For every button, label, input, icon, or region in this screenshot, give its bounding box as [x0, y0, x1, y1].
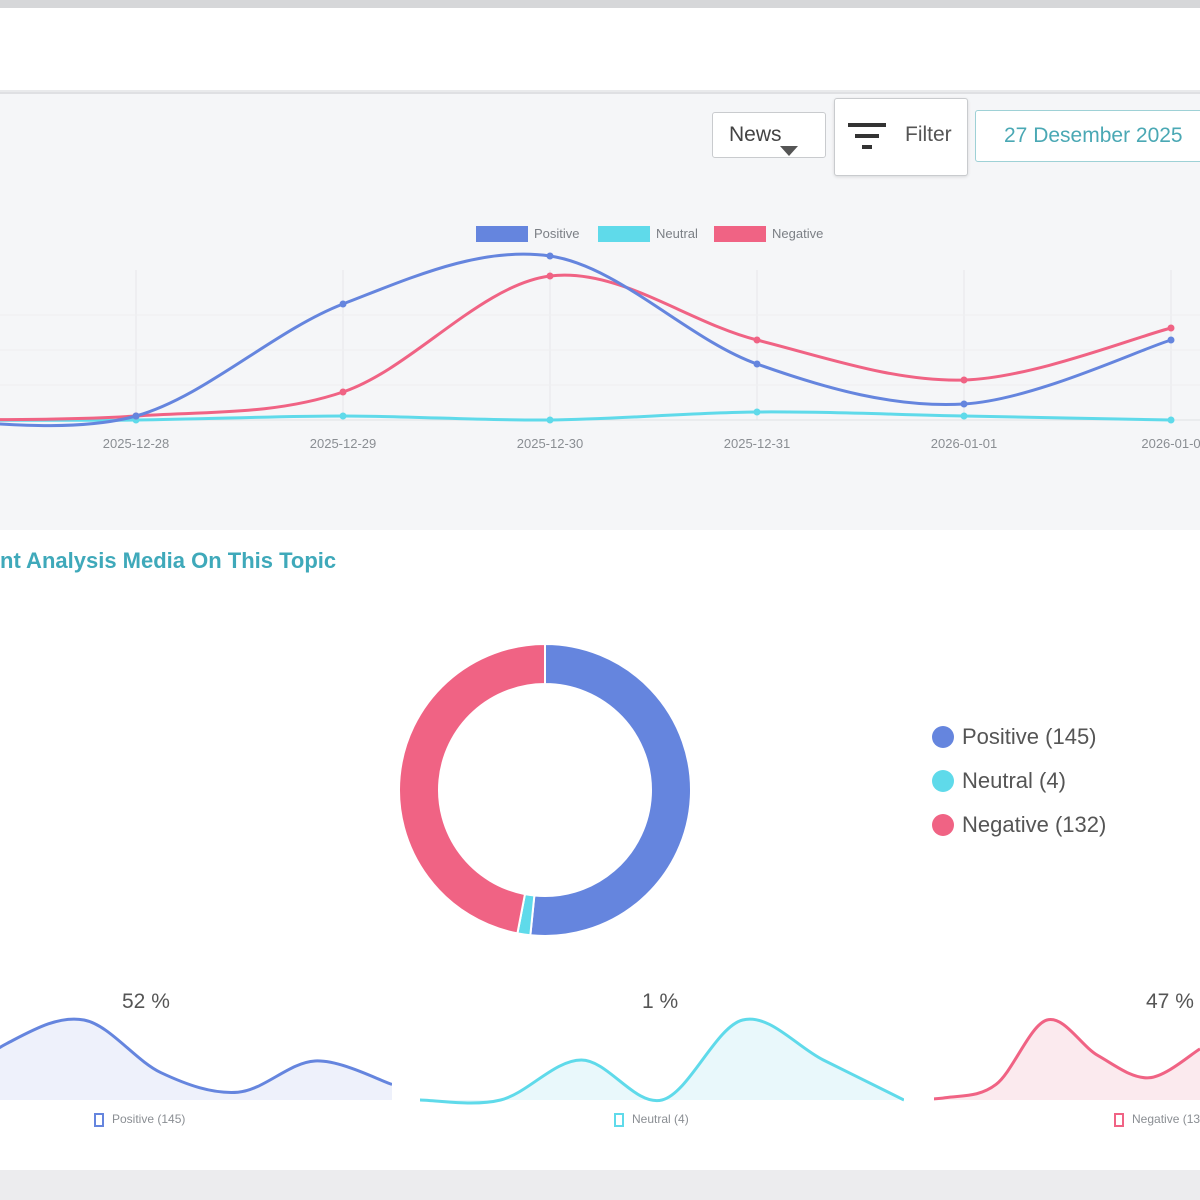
legend-dot-negative: [932, 814, 954, 836]
data-point-positive[interactable]: [339, 300, 347, 308]
neutral-percent: 1 %: [642, 990, 679, 1013]
data-point-negative[interactable]: [960, 376, 968, 384]
negative-mini-chart: [934, 1018, 1200, 1101]
filter-icon: [848, 123, 886, 149]
donut-legend-label-positive: Positive (145): [962, 724, 1097, 749]
negative-mini-legend: Negative (132): [1114, 1112, 1200, 1127]
legend-swatch-positive: [476, 226, 528, 242]
filter-button[interactable]: Filter: [834, 98, 968, 176]
legend-box-negative: [1114, 1112, 1124, 1127]
donut-legend-label-neutral: Neutral (4): [962, 768, 1066, 793]
filter-label: Filter: [905, 123, 952, 146]
data-point-positive[interactable]: [546, 252, 554, 260]
mini-line-negative: [934, 1018, 1200, 1101]
data-point-positive[interactable]: [960, 400, 968, 408]
date-range-value: 27 Desember 2025: [1004, 124, 1183, 147]
sentiment-panel: [0, 530, 1200, 1170]
section-title: nt Analysis Media On This Topic: [0, 548, 337, 573]
x-tick-label: 2025-12-30: [517, 436, 584, 451]
legend-dot-neutral: [932, 770, 954, 792]
data-point-neutral[interactable]: [753, 408, 761, 416]
mini-area-fill-positive: [0, 1019, 392, 1100]
data-point-positive[interactable]: [753, 360, 761, 368]
x-tick-label: 2025-12-28: [103, 436, 170, 451]
neutral-mini-legend-label: Neutral (4): [632, 1112, 689, 1126]
caret-down-icon[interactable]: [780, 146, 798, 156]
sentiment-trend-line-chart: 2025-12-28 2025-12-29 2025-12-30 2025-12-31…: [0, 252, 1200, 451]
negative-percent: 47 %: [1146, 990, 1194, 1013]
data-point-negative[interactable]: [546, 272, 554, 280]
data-point-positive[interactable]: [1167, 336, 1175, 344]
x-tick-label: 2025-12-29: [310, 436, 377, 451]
trend-chart-panel: [0, 92, 1200, 532]
legend-swatch-neutral: [598, 226, 650, 242]
data-point-negative[interactable]: [1167, 324, 1175, 332]
series-line-positive: [0, 252, 1172, 428]
donut-legend-label-negative: Negative (132): [962, 812, 1107, 837]
page-header: [0, 8, 1200, 90]
legend-box-positive: [94, 1112, 104, 1127]
positive-mini-legend: Positive (145): [94, 1112, 185, 1127]
date-range-field[interactable]: 27 Desember 2025: [975, 110, 1200, 162]
data-point-neutral[interactable]: [960, 412, 968, 420]
neutral-mini-legend: Neutral (4): [614, 1112, 689, 1127]
sentiment-donut-chart: [398, 643, 692, 937]
x-tick-label: 2025-12-31: [724, 436, 791, 451]
mini-area-fill-neutral: [420, 1019, 904, 1103]
negative-mini-legend-label: Negative (132): [1132, 1112, 1200, 1126]
neutral-mini-chart: [420, 1017, 904, 1105]
positive-percent: 52 %: [122, 990, 170, 1013]
donut-slice-negative[interactable]: [398, 643, 546, 935]
data-point-neutral[interactable]: [1167, 416, 1175, 424]
x-tick-label: 2026-01-01: [931, 436, 998, 451]
mini-line-neutral: [420, 1017, 904, 1105]
legend-label-negative: Negative: [772, 226, 824, 241]
x-tick-label: 2026-01-0: [1141, 436, 1200, 451]
data-point-neutral[interactable]: [339, 412, 347, 420]
page-footer-strip: [0, 1170, 1200, 1200]
legend-label-neutral: Neutral: [656, 226, 698, 241]
source-select[interactable]: News: [712, 112, 826, 158]
positive-mini-legend-label: Positive (145): [112, 1112, 186, 1126]
data-point-positive[interactable]: [132, 412, 140, 420]
donut-slice-positive[interactable]: [529, 643, 692, 937]
mini-line-positive: [0, 1017, 392, 1094]
legend-box-neutral: [614, 1112, 624, 1127]
source-select-value: News: [729, 123, 782, 146]
data-point-neutral[interactable]: [546, 416, 554, 424]
window-top-border: [0, 0, 1200, 8]
mini-area-fill-negative: [934, 1019, 1200, 1100]
data-point-negative[interactable]: [753, 336, 761, 344]
legend-label-positive: Positive: [534, 226, 580, 241]
data-point-negative[interactable]: [339, 388, 347, 396]
legend-swatch-negative: [714, 226, 766, 242]
legend-dot-positive: [932, 726, 954, 748]
positive-mini-chart: [0, 1017, 392, 1100]
